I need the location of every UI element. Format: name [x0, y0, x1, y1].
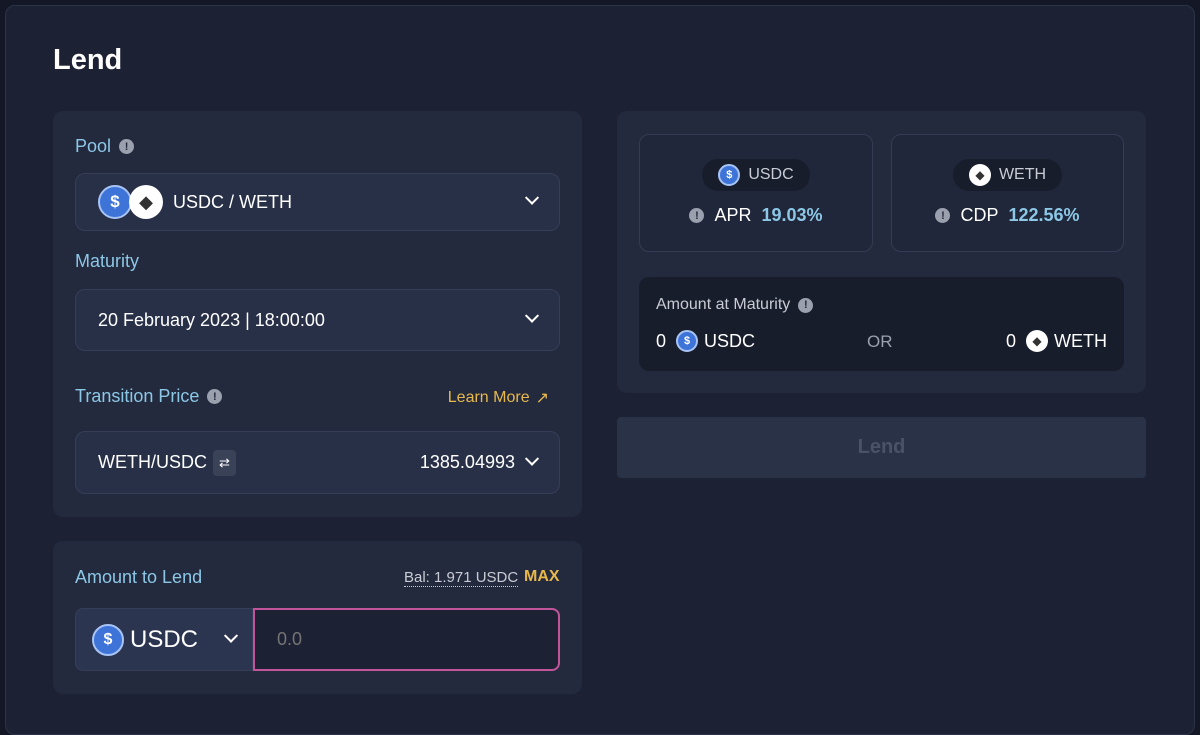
usdc-icon: $: [718, 164, 741, 186]
max-button[interactable]: MAX: [524, 568, 560, 585]
pool-value: USDC / WETH: [173, 191, 292, 212]
apr-value: 19.03%: [761, 205, 823, 225]
maturity-select[interactable]: 20 February 2023 | 18:00:00: [75, 289, 560, 351]
chevron-down-icon: [524, 451, 540, 466]
balance[interactable]: Bal: 1.971 USDC: [404, 569, 519, 587]
transition-price-label-text: Transition Price: [75, 386, 200, 406]
usdc-amount: 0: [656, 330, 667, 351]
pool-label-text: Pool: [75, 136, 112, 156]
cdp-card: ◆ WETH ! CDP 122.56%: [891, 134, 1124, 252]
weth-icon: ◆: [1026, 330, 1048, 352]
usdc-maturity-amount: 0 $ USDC: [656, 330, 755, 352]
weth-token: WETH: [1054, 330, 1107, 351]
usdc-chip: $ USDC: [702, 159, 810, 191]
usdc-icon: $: [98, 185, 132, 219]
info-icon[interactable]: !: [119, 139, 135, 154]
learn-more-link[interactable]: Learn More ↗: [448, 388, 549, 408]
maturity-label: Maturity: [75, 251, 140, 271]
amount-panel: Amount to Lend Bal: 1.971 USDC MAX $ USD…: [53, 541, 582, 694]
amount-label: Amount to Lend: [75, 567, 203, 587]
pool-label: Pool!: [75, 136, 135, 157]
info-icon[interactable]: !: [207, 389, 223, 404]
info-icon[interactable]: !: [798, 297, 814, 313]
page-title: Lend: [53, 44, 123, 76]
apr-card: $ USDC ! APR 19.03%: [639, 134, 873, 252]
cdp-label: CDP: [960, 205, 999, 225]
learn-more-text: Learn More: [447, 389, 530, 406]
swap-icon[interactable]: ⇄: [213, 449, 236, 476]
lend-button[interactable]: Lend: [617, 417, 1146, 478]
cdp-value: 122.56%: [1008, 205, 1080, 225]
maturity-value: 20 February 2023 | 18:00:00: [98, 309, 325, 330]
or-label: OR: [867, 332, 893, 351]
weth-amount: 0: [1005, 330, 1016, 351]
weth-icon: ◆: [968, 164, 991, 186]
info-icon[interactable]: !: [935, 208, 951, 223]
amount-at-maturity-box: Amount at Maturity! 0 $ USDC OR 0 ◆ WETH: [639, 277, 1124, 371]
amount-input[interactable]: [253, 608, 560, 671]
weth-maturity-amount: 0 ◆ WETH: [1006, 330, 1107, 352]
usdc-icon: $: [676, 330, 699, 352]
info-icon[interactable]: !: [689, 208, 705, 223]
transition-price-value: 1385.04993: [419, 452, 515, 472]
pool-select[interactable]: $ ◆ USDC / WETH: [75, 173, 560, 231]
pair-label: WETH/USDC: [98, 452, 207, 472]
summary-panel: $ USDC ! APR 19.03% ◆ WETH ! CDP 122.56% Amoun…: [617, 111, 1146, 393]
chevron-down-icon: [524, 308, 540, 323]
chevron-down-icon: [223, 628, 239, 643]
weth-chip: ◆ WETH: [952, 159, 1063, 191]
lend-form-panel: Pool! $ ◆ USDC / WETH Maturity 20 Februa…: [53, 111, 582, 517]
token-label: USDC: [130, 625, 199, 653]
token-select[interactable]: $ USDC: [75, 608, 253, 671]
usdc-icon: $: [92, 623, 124, 656]
amount-at-maturity-text: Amount at Maturity: [656, 296, 791, 313]
transition-price-label: Transition Price!: [75, 386, 223, 407]
external-link-icon: ↗: [535, 390, 549, 407]
chevron-down-icon: [524, 190, 540, 205]
transition-price-select[interactable]: WETH/USDC ⇄ 1385.04993: [75, 431, 560, 494]
amount-at-maturity-label: Amount at Maturity!: [656, 296, 814, 314]
usdc-token: USDC: [704, 330, 756, 351]
weth-icon: ◆: [129, 185, 163, 219]
chip-label: WETH: [998, 166, 1047, 183]
chip-label: USDC: [748, 166, 794, 183]
apr-label: APR: [714, 205, 752, 225]
